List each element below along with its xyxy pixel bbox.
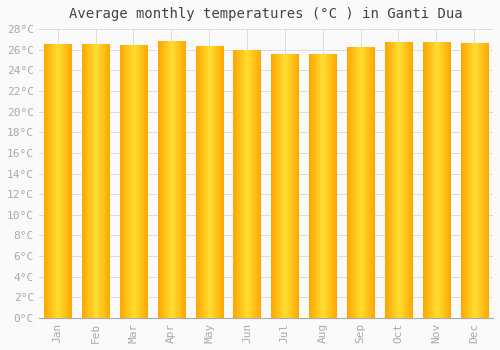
Title: Average monthly temperatures (°C ) in Ganti Dua: Average monthly temperatures (°C ) in Ga…	[69, 7, 462, 21]
